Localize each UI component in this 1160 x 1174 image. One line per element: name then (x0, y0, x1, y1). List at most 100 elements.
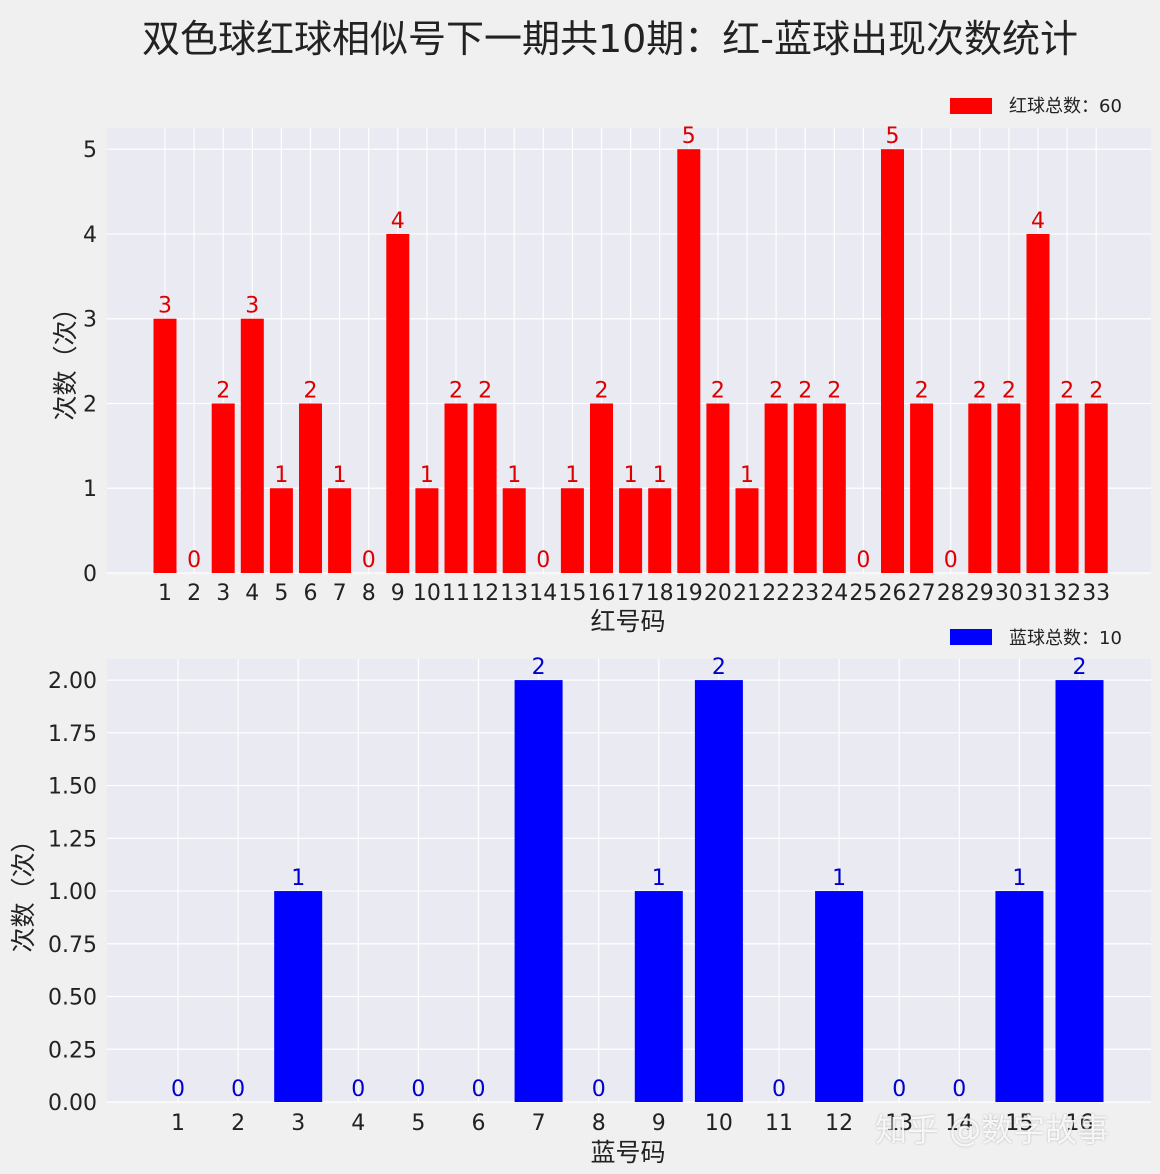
red-x-tick-27: 27 (908, 581, 936, 606)
red-value-label-13: 1 (507, 463, 521, 488)
red-value-label-31: 4 (1031, 209, 1045, 234)
red-bar-27 (910, 403, 934, 573)
blue-x-tick-2: 2 (231, 1111, 245, 1136)
red-y-ticks: 0 1 2 3 4 5 (83, 138, 97, 587)
red-bar-22 (764, 403, 788, 573)
chart-title: 双色球红球相似号下一期共10期：红-蓝球出现次数统计 (141, 17, 1079, 61)
red-value-label-9: 4 (391, 209, 405, 234)
blue-bars (274, 680, 1104, 1102)
red-x-tick-28: 28 (937, 581, 965, 606)
blue-value-label-10: 2 (712, 655, 726, 680)
red-x-tick-7: 7 (333, 581, 347, 606)
y-tick-label: 1.50 (48, 775, 97, 800)
red-value-label-14: 0 (536, 548, 550, 573)
red-x-tick-23: 23 (791, 581, 819, 606)
red-x-axis-label: 红号码 (590, 607, 665, 636)
blue-bar-10 (694, 680, 743, 1102)
red-bar-5 (269, 488, 293, 573)
red-bar-32 (1055, 403, 1079, 573)
blue-x-tick-8: 8 (592, 1111, 606, 1136)
red-value-label-10: 1 (420, 463, 434, 488)
red-x-tick-15: 15 (558, 581, 586, 606)
red-value-label-4: 3 (245, 294, 259, 319)
blue-bar-9 (634, 891, 683, 1102)
red-value-label-12: 2 (478, 378, 492, 403)
blue-value-labels: 0 0 1 0 0 0 2 0 1 2 0 1 0 0 1 2 (171, 655, 1087, 1102)
red-bar-17 (619, 488, 643, 573)
red-bar-13 (502, 488, 526, 573)
y-tick-label: 5 (83, 138, 97, 163)
blue-value-label-15: 1 (1012, 866, 1026, 891)
blue-bar-12 (815, 891, 864, 1102)
blue-x-ticks: 1 2 3 4 5 6 7 8 9 10 11 12 13 14 15 16 (171, 1111, 1094, 1136)
red-x-tick-13: 13 (500, 581, 528, 606)
red-value-label-7: 1 (333, 463, 347, 488)
red-y-axis-label: 次数（次） (51, 295, 80, 420)
red-x-tick-3: 3 (216, 581, 230, 606)
red-legend-swatch (950, 98, 992, 114)
y-tick-label: 0.50 (48, 986, 97, 1011)
red-value-label-11: 2 (449, 378, 463, 403)
red-value-label-3: 2 (216, 378, 230, 403)
red-x-tick-33: 33 (1082, 581, 1110, 606)
red-value-label-29: 2 (973, 378, 987, 403)
red-x-tick-26: 26 (879, 581, 907, 606)
blue-value-label-16: 2 (1073, 655, 1087, 680)
red-x-tick-10: 10 (413, 581, 441, 606)
red-bar-9 (386, 233, 410, 573)
red-value-label-32: 2 (1060, 378, 1074, 403)
red-x-tick-22: 22 (762, 581, 790, 606)
blue-value-label-5: 0 (411, 1077, 425, 1102)
watermark: 知乎 @数字故事 (875, 1111, 1110, 1149)
red-value-label-22: 2 (769, 378, 783, 403)
red-value-label-5: 1 (274, 463, 288, 488)
red-x-tick-2: 2 (187, 581, 201, 606)
blue-x-tick-12: 12 (825, 1111, 853, 1136)
red-value-label-15: 1 (565, 463, 579, 488)
y-tick-label: 0 (83, 562, 97, 587)
blue-bar-3 (274, 891, 323, 1102)
red-x-tick-6: 6 (304, 581, 318, 606)
red-x-tick-4: 4 (245, 581, 259, 606)
red-x-tick-5: 5 (274, 581, 288, 606)
red-bar-10 (415, 488, 439, 573)
red-bar-33 (1084, 403, 1108, 573)
y-tick-label: 0.00 (48, 1091, 97, 1116)
blue-x-tick-15: 15 (1005, 1111, 1033, 1136)
blue-value-label-8: 0 (592, 1077, 606, 1102)
red-x-tick-11: 11 (442, 581, 470, 606)
blue-x-tick-13: 13 (885, 1111, 913, 1136)
blue-x-tick-14: 14 (945, 1111, 973, 1136)
blue-value-label-1: 0 (171, 1077, 185, 1102)
blue-legend-label: 蓝球总数：10 (1009, 628, 1122, 649)
red-x-tick-1: 1 (158, 581, 172, 606)
blue-legend: 蓝球总数：10 (950, 628, 1122, 649)
red-x-ticks: 1 2 3 4 5 6 7 8 9 10 11 12 13 14 15 16 17 18 19 20 21 22 23 24 2… (158, 581, 1110, 606)
y-tick-label: 1.75 (48, 722, 97, 747)
red-bar-30 (997, 403, 1021, 573)
red-value-label-1: 3 (158, 294, 172, 319)
red-legend: 红球总数：60 (950, 96, 1122, 117)
red-value-label-8: 0 (362, 548, 376, 573)
red-x-tick-24: 24 (820, 581, 848, 606)
y-tick-label: 3 (83, 308, 97, 333)
blue-x-tick-9: 9 (652, 1111, 666, 1136)
y-tick-label: 0.25 (48, 1038, 97, 1063)
red-bar-24 (822, 403, 846, 573)
blue-value-label-2: 0 (231, 1077, 245, 1102)
red-value-label-6: 2 (304, 378, 318, 403)
red-value-label-2: 0 (187, 548, 201, 573)
blue-value-label-11: 0 (772, 1077, 786, 1102)
red-value-label-17: 1 (624, 463, 638, 488)
red-bar-12 (473, 403, 497, 573)
red-value-label-30: 2 (1002, 378, 1016, 403)
red-bar-16 (590, 403, 613, 573)
y-tick-label: 1 (83, 477, 97, 502)
red-bar-29 (968, 403, 992, 573)
red-bar-31 (1026, 233, 1050, 573)
blue-bar-16 (1055, 680, 1104, 1102)
blue-x-tick-1: 1 (171, 1111, 185, 1136)
red-x-tick-20: 20 (704, 581, 732, 606)
